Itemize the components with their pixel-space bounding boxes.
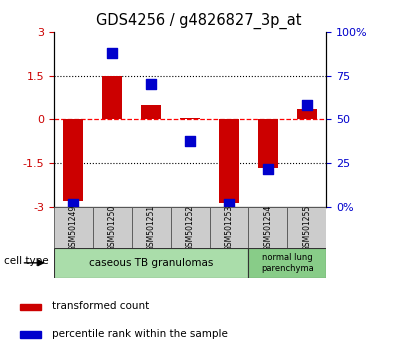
Text: GSM501253: GSM501253 bbox=[224, 204, 234, 251]
Bar bbox=[102, 76, 122, 120]
Text: GSM501255: GSM501255 bbox=[302, 204, 311, 251]
Point bbox=[148, 81, 154, 87]
Point bbox=[304, 103, 310, 108]
FancyBboxPatch shape bbox=[93, 207, 132, 248]
Bar bbox=[297, 109, 317, 120]
Text: cell type: cell type bbox=[4, 256, 49, 266]
FancyBboxPatch shape bbox=[209, 207, 248, 248]
Text: GSM501251: GSM501251 bbox=[146, 204, 156, 251]
FancyBboxPatch shape bbox=[171, 207, 209, 248]
Bar bbox=[258, 120, 278, 168]
Text: transformed count: transformed count bbox=[52, 301, 149, 311]
Point bbox=[187, 138, 193, 143]
Text: GSM501254: GSM501254 bbox=[263, 204, 273, 251]
FancyBboxPatch shape bbox=[54, 207, 93, 248]
Point bbox=[226, 201, 232, 206]
Point bbox=[265, 166, 271, 171]
FancyBboxPatch shape bbox=[287, 207, 326, 248]
Text: GSM501249: GSM501249 bbox=[69, 204, 78, 251]
Point bbox=[70, 201, 76, 206]
Bar bbox=[20, 331, 41, 338]
FancyBboxPatch shape bbox=[132, 207, 171, 248]
Point bbox=[109, 50, 115, 56]
Bar bbox=[180, 118, 200, 120]
Text: caseous TB granulomas: caseous TB granulomas bbox=[89, 258, 213, 268]
Text: percentile rank within the sample: percentile rank within the sample bbox=[52, 329, 228, 339]
FancyBboxPatch shape bbox=[248, 207, 287, 248]
Bar bbox=[20, 304, 41, 310]
Bar bbox=[63, 120, 83, 201]
FancyBboxPatch shape bbox=[248, 248, 326, 278]
Text: normal lung
parenchyma: normal lung parenchyma bbox=[261, 253, 314, 273]
Text: GSM501250: GSM501250 bbox=[107, 204, 117, 251]
Bar bbox=[219, 120, 239, 203]
Text: GDS4256 / g4826827_3p_at: GDS4256 / g4826827_3p_at bbox=[96, 12, 302, 29]
FancyBboxPatch shape bbox=[54, 248, 248, 278]
Text: GSM501252: GSM501252 bbox=[185, 204, 195, 251]
Bar bbox=[141, 105, 161, 120]
